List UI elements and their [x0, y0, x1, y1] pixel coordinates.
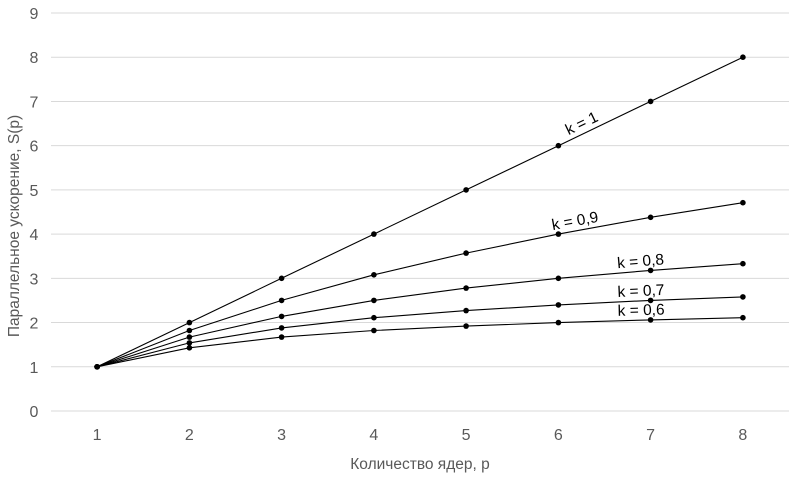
series-label-1: k = 0,9 — [550, 209, 599, 234]
series-label-group-4: k = 0,6 — [617, 302, 664, 320]
series-0-point-7 — [740, 54, 746, 60]
series-label-group-3: k = 0,7 — [617, 282, 665, 301]
series-label-2: k = 0,8 — [616, 251, 664, 272]
series-1-point-3 — [371, 272, 377, 278]
series-1-point-7 — [740, 199, 746, 206]
series-1-point-1 — [186, 327, 193, 334]
gridlines — [51, 12, 789, 412]
y-tick-label: 5 — [30, 183, 39, 200]
series-1-point-5 — [555, 231, 562, 237]
series-2-point-6 — [647, 267, 654, 274]
y-tick-label: 3 — [30, 271, 39, 288]
x-tick-label: 7 — [646, 427, 655, 444]
series-4-point-0 — [94, 364, 100, 370]
series-line-4 — [96, 317, 743, 368]
series-2-point-1 — [186, 334, 193, 340]
x-tick-label: 6 — [554, 427, 563, 444]
series-3-point-3 — [371, 314, 377, 321]
series-4-point-3 — [371, 327, 377, 334]
x-tick-label: 5 — [462, 427, 471, 444]
series-label-3: k = 0,7 — [617, 282, 665, 301]
y-tick-label: 4 — [30, 227, 39, 244]
series-4-point-5 — [555, 319, 562, 326]
series-2-point-7 — [740, 260, 746, 267]
series-0-point-3 — [371, 231, 377, 237]
series-3-point-6 — [647, 297, 654, 304]
y-tick-label: 1 — [30, 360, 39, 377]
y-tick-label: 9 — [30, 6, 39, 23]
series-2-point-5 — [555, 275, 562, 282]
series-1-point-4 — [463, 250, 469, 256]
series-line-2 — [96, 263, 743, 368]
x-tick-label: 8 — [738, 427, 747, 444]
series-0-point-4 — [463, 187, 469, 193]
series-0-point-1 — [186, 319, 193, 326]
series-1-point-2 — [278, 297, 285, 304]
x-tick-label: 4 — [369, 427, 378, 444]
series-4-point-7 — [740, 314, 746, 321]
series-2-point-2 — [278, 313, 285, 320]
series-4-point-4 — [463, 323, 469, 329]
series-group — [94, 54, 746, 370]
y-tick-label: 8 — [30, 50, 39, 67]
series-label-4: k = 0,6 — [617, 302, 664, 320]
series-3-point-2 — [278, 325, 285, 331]
series-4-point-2 — [278, 334, 285, 340]
series-0-point-6 — [647, 98, 654, 105]
y-axis-ticks: 0 1 2 3 4 5 6 7 8 9 — [30, 6, 39, 421]
x-axis-ticks: 1 2 3 4 5 6 7 8 — [93, 427, 748, 444]
x-tick-label: 2 — [185, 427, 194, 444]
y-tick-label: 6 — [30, 139, 39, 156]
series-3-point-7 — [740, 294, 746, 300]
x-axis-title: Количество ядер, p — [350, 456, 489, 473]
series-1-point-6 — [647, 214, 654, 221]
series-3-point-4 — [463, 307, 469, 314]
series-4-point-6 — [647, 317, 654, 323]
y-axis-title: Параллельное ускорение, S(p) — [6, 115, 23, 337]
series-4-point-1 — [186, 345, 193, 351]
y-tick-label: 7 — [30, 94, 39, 111]
series-3-point-1 — [186, 340, 193, 346]
series-label-group-1: k = 0,9 — [550, 209, 599, 234]
x-tick-label: 3 — [277, 427, 286, 444]
y-tick-label: 0 — [30, 404, 39, 421]
y-tick-label: 2 — [30, 316, 39, 333]
series-line-1 — [96, 202, 743, 368]
series-3-point-5 — [555, 302, 562, 308]
series-label-group-2: k = 0,8 — [616, 251, 664, 272]
series-line-0 — [96, 56, 744, 368]
x-tick-label: 1 — [93, 427, 102, 444]
series-0-point-5 — [555, 142, 562, 149]
series-2-point-4 — [463, 285, 469, 291]
series-2-point-3 — [371, 297, 377, 304]
series-line-3 — [96, 296, 743, 368]
series-labels: k = 1k = 0,9k = 0,8k = 0,7k = 0,6 — [550, 109, 664, 320]
series-0-point-2 — [278, 275, 285, 282]
